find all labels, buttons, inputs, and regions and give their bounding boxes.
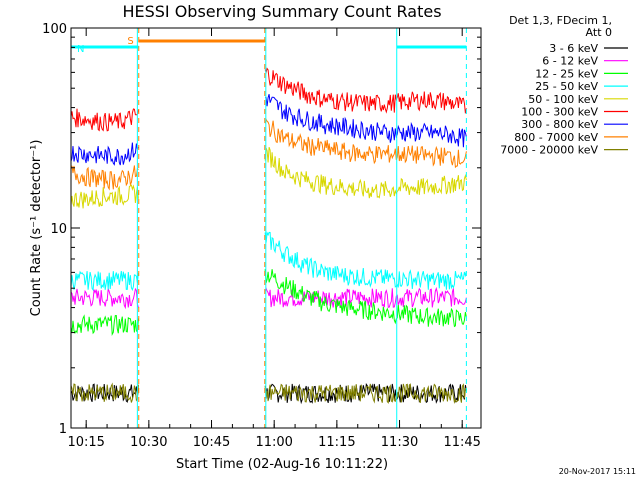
series-trace-6-seg-0: [70, 142, 139, 166]
y-axis-title: Count Rate (s⁻¹ detector⁻¹): [29, 140, 44, 317]
x-tick-label: 11:15: [318, 435, 355, 450]
marker-layer: [136, 28, 467, 428]
legend-entry-label: 12 - 25 keV: [535, 67, 598, 80]
series-trace-7-seg-0: [70, 165, 139, 191]
series-trace-6-seg-1: [264, 94, 467, 148]
x-tick-label: 10:30: [130, 435, 167, 450]
series-trace-8-seg-1: [264, 383, 467, 405]
legend-entry-label: 800 - 7000 keV: [514, 131, 598, 144]
series-trace-5-seg-1: [264, 67, 467, 114]
series-trace-7-seg-1: [264, 118, 467, 169]
series-trace-2-seg-1: [264, 269, 467, 328]
legend-entry-label: 25 - 50 keV: [535, 80, 598, 93]
flag-label-0: S: [127, 36, 133, 47]
legend-header-line: Det 1,3, FDecim 1,: [509, 14, 612, 27]
x-tick-label: 10:15: [67, 435, 104, 450]
legend-entry-label: 300 - 800 keV: [521, 118, 598, 131]
y-tick-label: 100: [42, 22, 67, 37]
legend-entry-label: 100 - 300 keV: [521, 106, 598, 119]
series-trace-3-seg-0: [70, 270, 139, 292]
series-trace-3-seg-1: [264, 231, 467, 290]
legend-entry-label: 50 - 100 keV: [528, 93, 598, 106]
x-tick-label: 11:45: [443, 435, 480, 450]
x-tick-label: 10:45: [193, 435, 230, 450]
chart-title: HESSI Observing Summary Count Rates: [122, 2, 441, 21]
y-tick-label: 10: [50, 222, 67, 237]
legend-entry-label: 7000 - 20000 keV: [500, 144, 598, 157]
axes-layer: 10:15 10:30 10:45 11:00 11:15 11:30 11:45 1 10 10…: [42, 22, 481, 450]
y-tick-label: 1: [59, 422, 67, 437]
x-tick-label: 11:00: [255, 435, 292, 450]
timestamp-footer: 20-Nov-2017 15:11: [559, 467, 636, 476]
series-trace-0-seg-0: [70, 383, 139, 403]
legend-entry-label: 3 - 6 keV: [549, 42, 598, 55]
series-trace-4-seg-0: [70, 184, 139, 209]
legend-header-line: Att 0: [586, 26, 612, 39]
series-trace-4-seg-1: [264, 146, 467, 199]
flag-layer: SN: [71, 36, 467, 55]
x-tick-label: 11:30: [381, 435, 418, 450]
legend-entry-label: 6 - 12 keV: [542, 55, 598, 68]
flag-label-1: N: [77, 44, 84, 55]
series-trace-2-seg-0: [70, 314, 139, 337]
series-trace-5-seg-0: [70, 108, 139, 132]
x-axis-title: Start Time (02-Aug-16 10:11:22): [176, 457, 388, 472]
series-trace-1-seg-0: [70, 287, 139, 310]
trace-layer: [70, 67, 467, 405]
series-trace-8-seg-0: [70, 382, 139, 403]
